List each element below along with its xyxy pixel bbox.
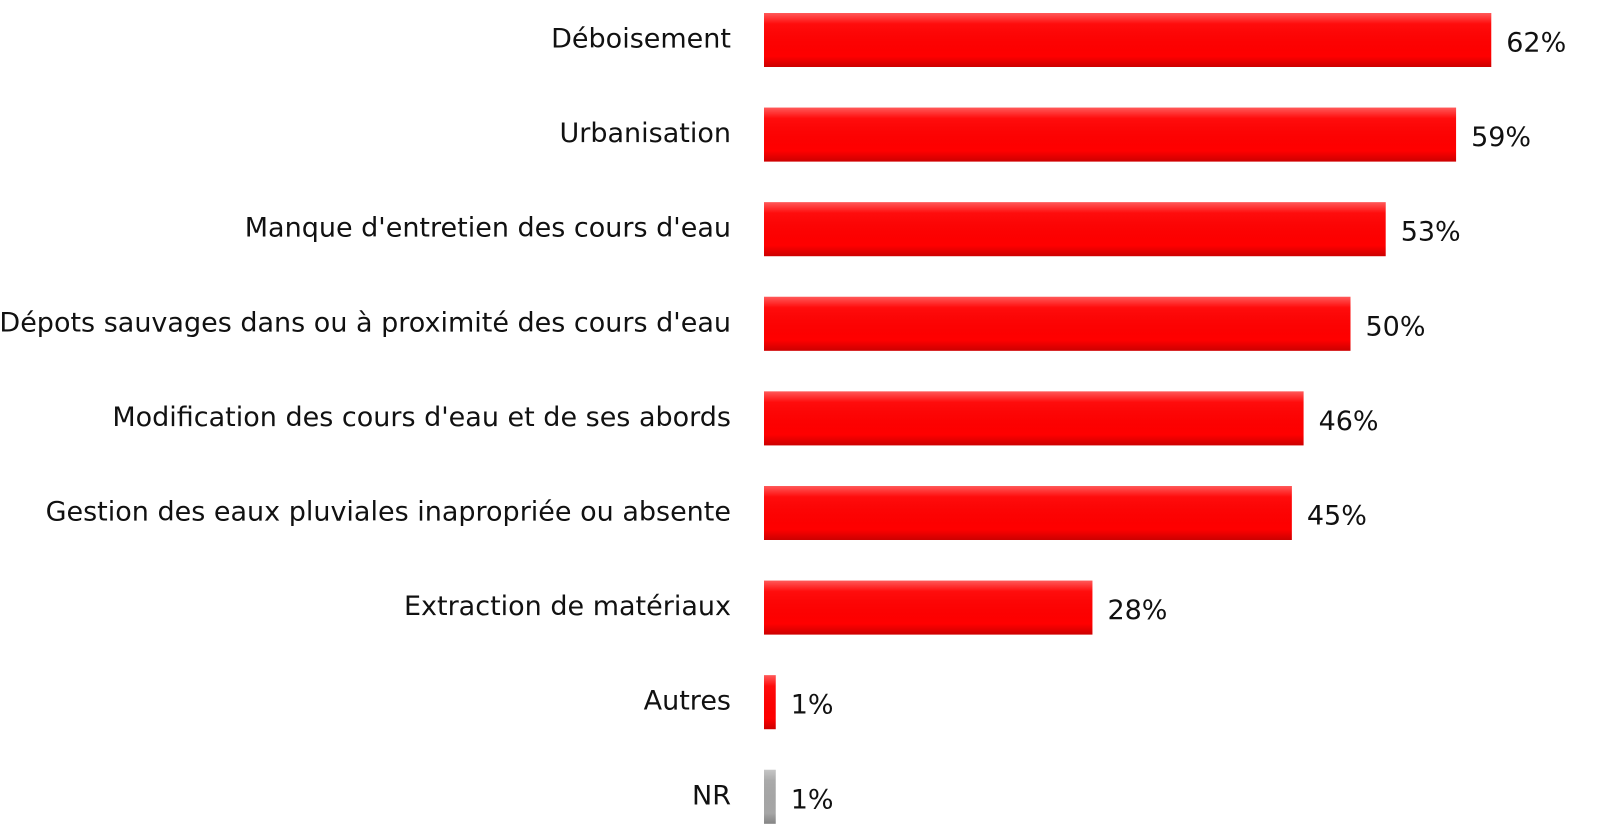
value-label: 62% [1506, 28, 1566, 59]
bar-shade [764, 675, 776, 730]
category-label: Autres [644, 686, 731, 717]
bar-shade [764, 13, 1492, 67]
bar-shade [764, 580, 1093, 635]
category-label: Extraction de matériaux [404, 591, 731, 622]
bar-shade [764, 486, 1292, 540]
bar-shade [764, 107, 1457, 162]
value-label: 45% [1307, 501, 1367, 532]
category-label: Déboisement [551, 24, 731, 55]
bar-shade [764, 769, 776, 824]
category-label: Urbanisation [560, 118, 732, 149]
category-label: Modification des cours d'eau et de ses a… [112, 402, 731, 433]
value-label: 59% [1471, 122, 1531, 153]
category-label: NR [692, 780, 731, 811]
value-label: 53% [1401, 217, 1461, 248]
bar-shade [764, 391, 1304, 446]
category-label: Dépots sauvages dans ou à proximité des … [0, 307, 731, 338]
value-label: 46% [1319, 406, 1379, 437]
category-label: Gestion des eaux pluviales inapropriée o… [46, 497, 731, 528]
value-label: 1% [791, 784, 834, 815]
bar-shade [764, 296, 1351, 351]
category-label: Manque d'entretien des cours d'eau [245, 213, 731, 244]
value-label: 28% [1107, 595, 1167, 626]
value-label: 50% [1366, 311, 1426, 342]
bar-shade [764, 202, 1386, 257]
value-label: 1% [791, 690, 834, 721]
